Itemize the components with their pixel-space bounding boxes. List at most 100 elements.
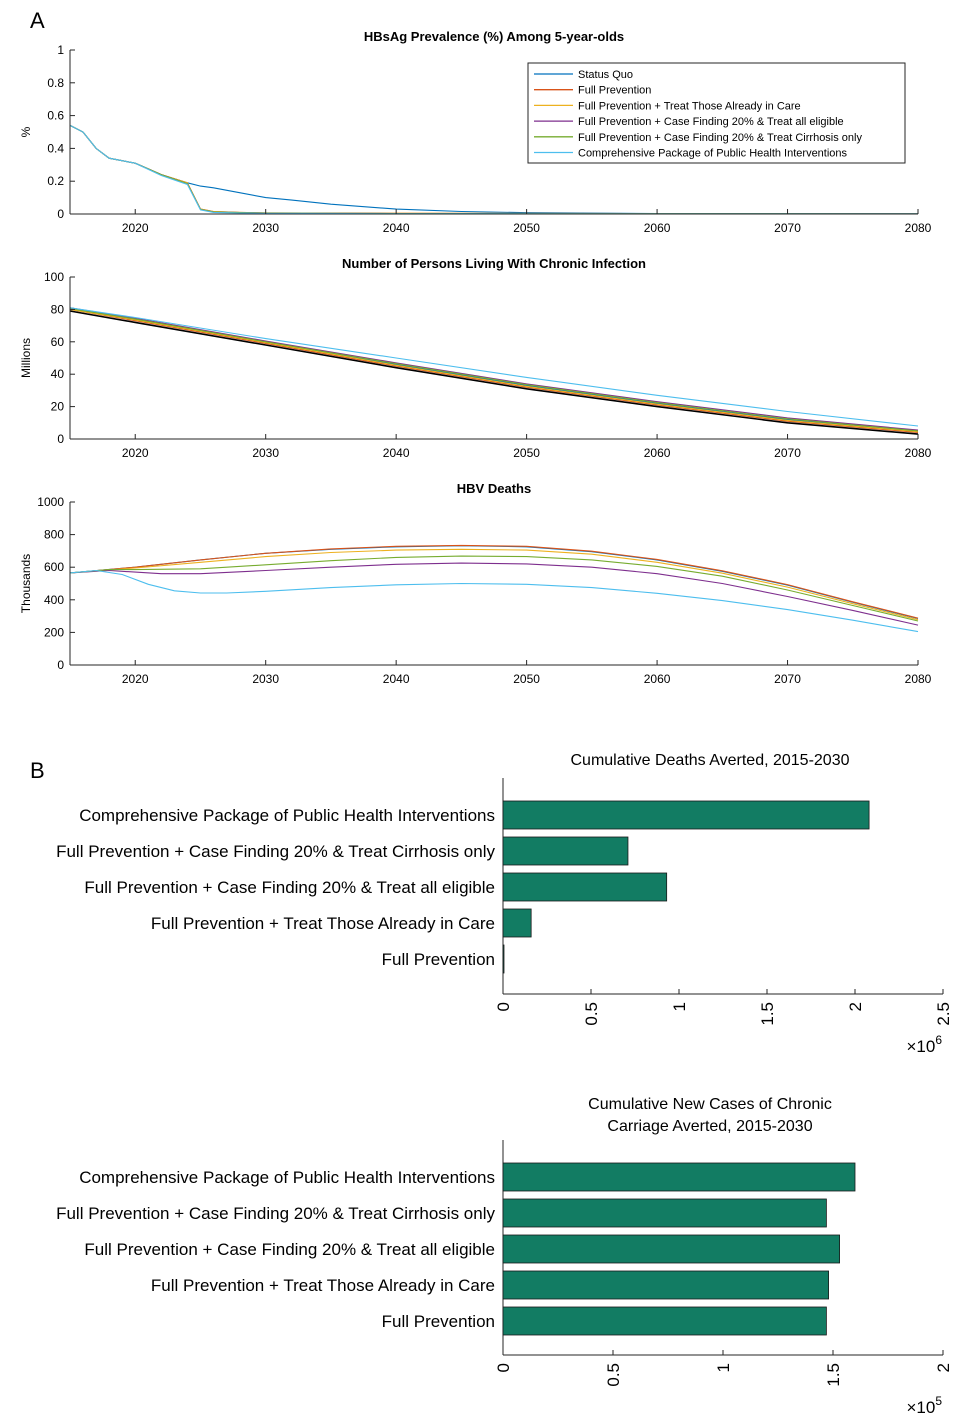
y-tick-label: 200 [44, 625, 64, 639]
x-tick-label: 2070 [774, 672, 801, 686]
y-tick-label: 100 [44, 270, 64, 284]
x-tick-label: 2030 [252, 221, 279, 235]
x-tick-label: 2020 [122, 221, 149, 235]
chart-title: HBV Deaths [457, 481, 531, 496]
bar [502, 1198, 827, 1228]
category-label: Full Prevention + Treat Those Already in… [151, 1276, 495, 1295]
y-tick-label: 1000 [37, 495, 64, 509]
y-axis-label: Thousands [19, 554, 33, 613]
bar [502, 836, 629, 866]
panel-label-b: B [30, 758, 45, 783]
chronic-infection-chart: Number of Persons Living With Chronic In… [19, 256, 932, 460]
legend-label: Status Quo [578, 69, 633, 81]
panel-label-a: A [30, 8, 45, 33]
y-tick-label: 0.4 [47, 141, 64, 155]
legend-label: Comprehensive Package of Public Health I… [578, 148, 848, 160]
y-tick-label: 0 [57, 207, 64, 221]
chart-title: Number of Persons Living With Chronic In… [342, 256, 646, 271]
bar [502, 1162, 856, 1192]
series-line-1 [69, 307, 919, 432]
y-axis-label: % [19, 126, 33, 137]
x-tick-label: 2020 [122, 446, 149, 460]
x-tick-label: 2070 [774, 221, 801, 235]
x-tick-label: 2050 [513, 446, 540, 460]
y-axis-label: Millions [19, 338, 33, 378]
category-label: Full Prevention + Case Finding 20% & Tre… [84, 1240, 495, 1259]
series-line-6 [69, 569, 919, 633]
category-label: Full Prevention [382, 950, 495, 969]
x-tick-label: 2030 [252, 446, 279, 460]
scale-exponent: 5 [935, 1394, 942, 1408]
chart-title: Cumulative New Cases of Chronic [588, 1096, 832, 1113]
x-tick-label: 2.5 [934, 1002, 953, 1026]
chart-title: Carriage Averted, 2015-2030 [607, 1118, 812, 1135]
scale-base: ×10 [906, 1037, 935, 1056]
x-tick-label: 0.5 [582, 1002, 601, 1026]
x-tick-label: 2080 [905, 446, 932, 460]
x-tick-label: 2020 [122, 672, 149, 686]
series-line-4 [69, 307, 919, 431]
x-tick-label: 2040 [383, 446, 410, 460]
series-line-5 [69, 555, 919, 622]
scale-base: ×10 [906, 1398, 935, 1417]
y-tick-label: 0.8 [47, 76, 64, 90]
series-line-2 [69, 544, 919, 619]
scale-exponent: 6 [935, 1033, 942, 1047]
bar [502, 1270, 830, 1300]
legend-label: Full Prevention + Case Finding 20% & Tre… [578, 116, 844, 128]
x-tick-label: 2040 [383, 221, 410, 235]
cases-averted-chart: Cumulative New Cases of Chronic Carriage … [56, 1096, 953, 1417]
category-label: Comprehensive Package of Public Health I… [79, 1168, 495, 1187]
y-tick-label: 0 [57, 432, 64, 446]
x-tick-label: 2 [846, 1002, 865, 1011]
x-tick-label: 2050 [513, 221, 540, 235]
y-tick-label: 20 [51, 400, 65, 414]
legend-label: Full Prevention + Treat Those Already in… [578, 100, 801, 112]
x-tick-label: 0 [494, 1002, 513, 1011]
legend-label: Full Prevention + Case Finding 20% & Tre… [578, 132, 862, 144]
x-tick-label: 2080 [905, 672, 932, 686]
legend-box [527, 62, 906, 164]
category-label: Comprehensive Package of Public Health I… [79, 806, 495, 825]
x-tick-label: 2040 [383, 672, 410, 686]
y-tick-label: 40 [51, 367, 65, 381]
series-line-3 [69, 548, 919, 621]
y-tick-label: 1 [57, 43, 64, 57]
bar [502, 1234, 841, 1264]
x-tick-label: 1 [714, 1363, 733, 1372]
bar [502, 908, 532, 938]
series-line-7 [69, 310, 919, 435]
bar [502, 872, 668, 902]
y-tick-label: 80 [51, 302, 65, 316]
x-tick-label: 2070 [774, 446, 801, 460]
x-tick-label: 2030 [252, 672, 279, 686]
x-tick-label: 2060 [644, 672, 671, 686]
x-tick-label: 2060 [644, 446, 671, 460]
x-tick-label: 2060 [644, 221, 671, 235]
chart-title: HBsAg Prevalence (%) Among 5-year-olds [364, 29, 624, 44]
bar [502, 800, 870, 830]
x-tick-label: 2 [934, 1363, 953, 1372]
category-label: Full Prevention + Case Finding 20% & Tre… [56, 842, 495, 861]
hbv-deaths-chart: HBV Deaths 2020 2030 2040 2050 2060 2070 2080 0 2… [19, 481, 932, 686]
bar [502, 1306, 827, 1336]
x-scale-factor: ×105 [906, 1394, 942, 1417]
y-tick-label: 0 [57, 658, 64, 672]
y-tick-label: 0.6 [47, 109, 64, 123]
deaths-averted-chart: Cumulative Deaths Averted, 2015-2030 Comp… [56, 752, 953, 1056]
prevalence-chart: HBsAg Prevalence (%) Among 5-year-olds 20… [19, 29, 932, 235]
y-tick-label: 600 [44, 560, 64, 574]
y-tick-label: 800 [44, 528, 64, 542]
x-tick-label: 1 [670, 1002, 689, 1011]
y-tick-label: 60 [51, 335, 65, 349]
series-line-2 [69, 308, 919, 434]
x-tick-label: 2080 [905, 221, 932, 235]
series-line-4 [69, 562, 919, 626]
category-label: Full Prevention [382, 1312, 495, 1331]
chart-title: Cumulative Deaths Averted, 2015-2030 [571, 752, 850, 769]
y-tick-label: 400 [44, 593, 64, 607]
series-line-3 [69, 308, 919, 433]
bar [502, 944, 505, 974]
x-tick-label: 2050 [513, 672, 540, 686]
x-tick-label: 0.5 [604, 1363, 623, 1387]
